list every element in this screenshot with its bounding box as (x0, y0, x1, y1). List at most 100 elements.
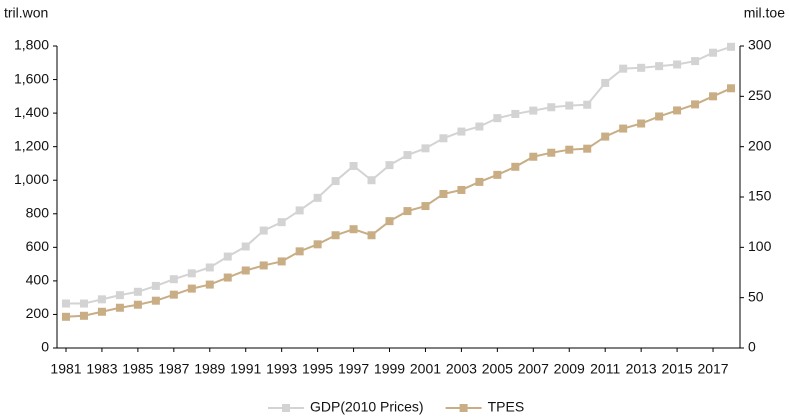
y2-tick-label: 200 (748, 137, 772, 153)
point-marker (169, 275, 178, 284)
point-marker (385, 217, 394, 226)
point-marker (421, 202, 430, 211)
point-marker (295, 206, 304, 215)
point-marker (295, 247, 304, 256)
legend-label: TPES (488, 399, 525, 415)
x-tick-label: 1987 (158, 361, 189, 377)
point-marker (223, 252, 232, 261)
point-marker (655, 112, 664, 121)
x-tick-label: 2005 (482, 361, 513, 377)
point-marker (97, 295, 106, 304)
point-marker (475, 177, 484, 186)
point-marker (187, 284, 196, 293)
x-tick-label: 1999 (374, 361, 405, 377)
y2-tick-label: 250 (748, 87, 772, 103)
point-marker (61, 312, 70, 321)
point-marker (493, 170, 502, 179)
y-tick-label: 1,200 (14, 137, 49, 153)
point-marker (583, 100, 592, 109)
point-marker (601, 78, 610, 87)
point-marker (529, 152, 538, 161)
point-marker (457, 127, 466, 136)
point-marker (565, 101, 574, 110)
y-tick-label: 0 (41, 339, 49, 355)
y-tick-label: 1,000 (14, 171, 49, 187)
point-marker (637, 63, 646, 72)
point-marker (547, 103, 556, 112)
point-marker (727, 84, 736, 93)
point-marker (277, 257, 286, 266)
point-marker (583, 144, 592, 153)
point-marker (511, 109, 520, 118)
point-marker (169, 290, 178, 299)
point-marker (457, 185, 466, 194)
legend-marker (282, 404, 290, 412)
x-tick-label: 1989 (194, 361, 225, 377)
y-tick-label: 800 (26, 204, 50, 220)
y2-tick-label: 300 (748, 37, 772, 53)
point-marker (259, 226, 268, 235)
legend-marker (459, 404, 468, 412)
x-tick-label: 2011 (590, 361, 620, 377)
x-tick-label: 2001 (410, 361, 441, 377)
point-marker (151, 281, 160, 290)
point-marker (547, 148, 556, 157)
point-marker (313, 193, 322, 202)
point-marker (349, 225, 358, 234)
point-marker (619, 124, 628, 133)
point-marker (151, 296, 160, 305)
point-marker (349, 161, 358, 170)
x-tick-label: 2003 (446, 361, 477, 377)
point-marker (277, 218, 286, 227)
point-marker (439, 134, 448, 143)
point-marker (115, 291, 124, 300)
x-tick-label: 2007 (518, 361, 549, 377)
point-marker (223, 273, 232, 282)
x-tick-label: 2017 (697, 361, 728, 377)
point-marker (421, 144, 430, 153)
x-tick-label: 1985 (122, 361, 153, 377)
y2-tick-label: 100 (748, 238, 772, 254)
point-marker (475, 122, 484, 131)
point-marker (115, 303, 124, 312)
x-tick-label: 1995 (302, 361, 333, 377)
point-marker (205, 263, 214, 272)
point-marker (709, 48, 718, 57)
point-marker (601, 132, 610, 141)
point-marker (691, 100, 700, 109)
y2-tick-label: 50 (748, 288, 764, 304)
point-marker (259, 261, 268, 270)
point-marker (79, 299, 88, 308)
y-tick-label: 600 (26, 238, 50, 254)
point-marker (79, 311, 88, 320)
x-tick-label: 2009 (554, 361, 585, 377)
point-marker (133, 300, 142, 309)
y-tick-label: 400 (26, 272, 50, 288)
point-marker (97, 307, 106, 316)
y-tick-label: 1,800 (14, 37, 49, 53)
point-marker (61, 299, 70, 308)
point-marker (655, 62, 664, 71)
x-tick-label: 2015 (662, 361, 693, 377)
point-marker (619, 64, 628, 73)
point-marker (511, 162, 520, 171)
point-marker (367, 231, 376, 240)
point-marker (367, 176, 376, 185)
point-marker (439, 189, 448, 198)
point-marker (205, 280, 214, 289)
point-marker (187, 269, 196, 278)
point-marker (673, 106, 682, 115)
point-marker (691, 57, 700, 66)
point-marker (385, 161, 394, 170)
y2-axis-title: mil.toe (744, 5, 785, 21)
point-marker (313, 240, 322, 249)
series-line (65, 45, 732, 305)
y-tick-label: 1,600 (14, 70, 49, 86)
x-tick-label: 1997 (338, 361, 369, 377)
point-marker (565, 145, 574, 154)
x-tick-label: 1991 (230, 361, 261, 377)
point-marker (331, 177, 340, 186)
y2-tick-label: 0 (748, 339, 756, 355)
point-marker (403, 151, 412, 160)
